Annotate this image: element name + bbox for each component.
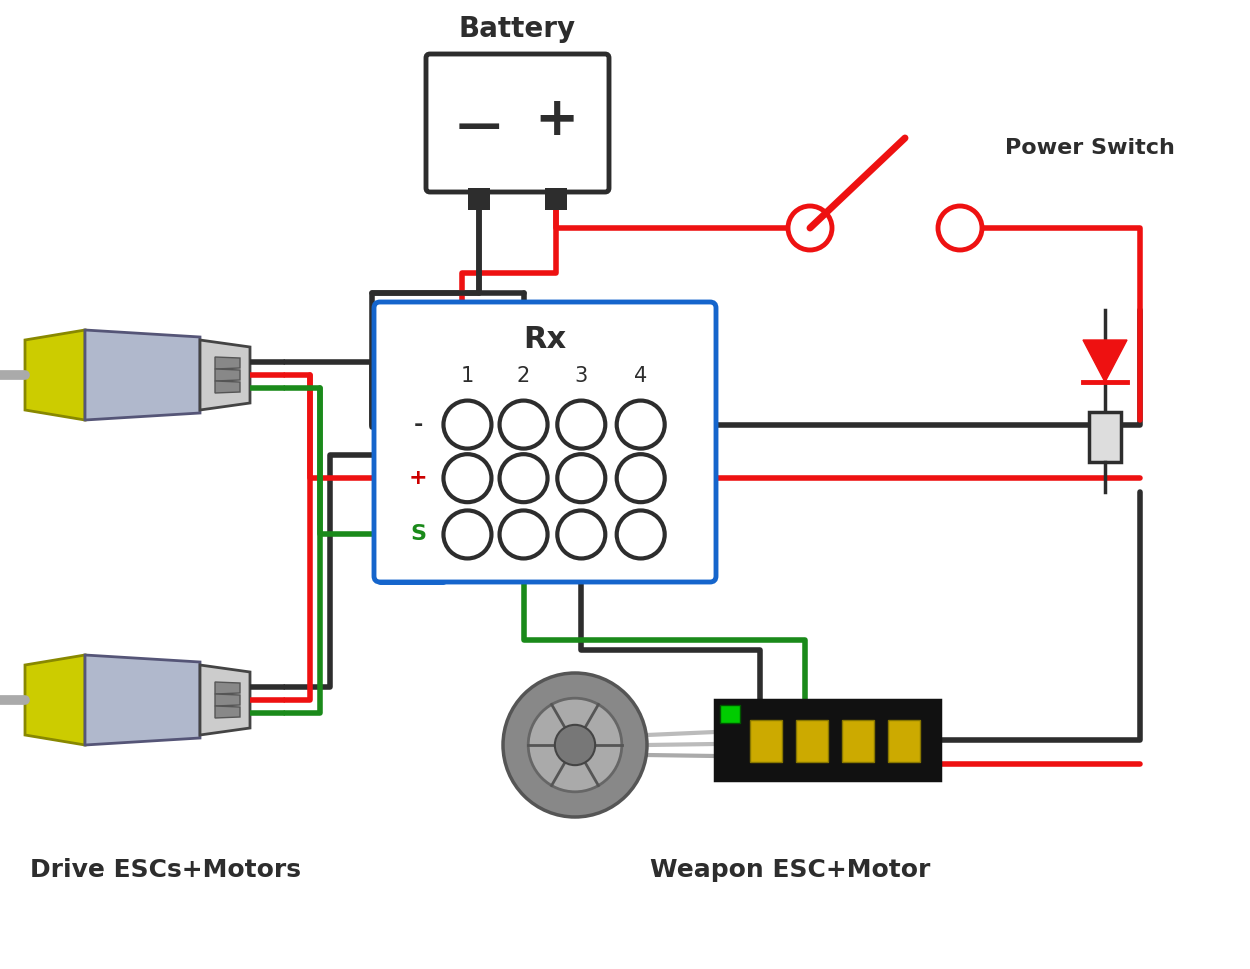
Polygon shape: [215, 357, 240, 369]
Polygon shape: [200, 340, 250, 410]
Polygon shape: [215, 369, 240, 381]
Circle shape: [616, 400, 665, 449]
Circle shape: [558, 454, 605, 502]
FancyBboxPatch shape: [1089, 412, 1121, 462]
Circle shape: [788, 206, 832, 250]
Polygon shape: [215, 694, 240, 706]
FancyBboxPatch shape: [796, 720, 828, 762]
FancyBboxPatch shape: [545, 188, 568, 210]
Polygon shape: [85, 655, 200, 745]
Text: +: +: [534, 94, 578, 146]
Polygon shape: [1082, 340, 1128, 382]
Text: Weapon ESC+Motor: Weapon ESC+Motor: [650, 858, 930, 882]
Circle shape: [500, 454, 548, 502]
Text: S: S: [410, 524, 426, 545]
FancyBboxPatch shape: [842, 720, 874, 762]
Polygon shape: [215, 706, 240, 718]
Text: 1: 1: [461, 366, 474, 386]
Polygon shape: [85, 330, 200, 420]
FancyBboxPatch shape: [720, 705, 740, 723]
FancyBboxPatch shape: [715, 700, 940, 780]
Circle shape: [558, 511, 605, 558]
Circle shape: [555, 725, 595, 766]
Circle shape: [444, 400, 491, 449]
Circle shape: [444, 511, 491, 558]
Circle shape: [938, 206, 982, 250]
Text: 3: 3: [575, 366, 587, 386]
Circle shape: [444, 454, 491, 502]
Text: Rx: Rx: [524, 326, 566, 355]
FancyBboxPatch shape: [426, 54, 609, 192]
Text: Battery: Battery: [459, 15, 576, 43]
Text: -: -: [414, 415, 422, 434]
Polygon shape: [25, 330, 85, 420]
Circle shape: [558, 400, 605, 449]
Circle shape: [500, 511, 548, 558]
Polygon shape: [215, 381, 240, 393]
Circle shape: [616, 511, 665, 558]
Circle shape: [529, 699, 621, 792]
Polygon shape: [215, 682, 240, 694]
FancyBboxPatch shape: [888, 720, 920, 762]
Circle shape: [503, 673, 648, 817]
Text: Power Switch: Power Switch: [1005, 138, 1175, 158]
FancyBboxPatch shape: [374, 302, 716, 582]
Circle shape: [616, 454, 665, 502]
Text: 2: 2: [518, 366, 530, 386]
FancyBboxPatch shape: [750, 720, 782, 762]
Text: Drive ESCs+Motors: Drive ESCs+Motors: [30, 858, 301, 882]
Polygon shape: [200, 665, 250, 735]
Polygon shape: [25, 655, 85, 745]
Text: 4: 4: [634, 366, 648, 386]
Text: +: +: [409, 468, 428, 488]
Circle shape: [500, 400, 548, 449]
FancyBboxPatch shape: [468, 188, 490, 210]
Text: —: —: [456, 104, 501, 147]
